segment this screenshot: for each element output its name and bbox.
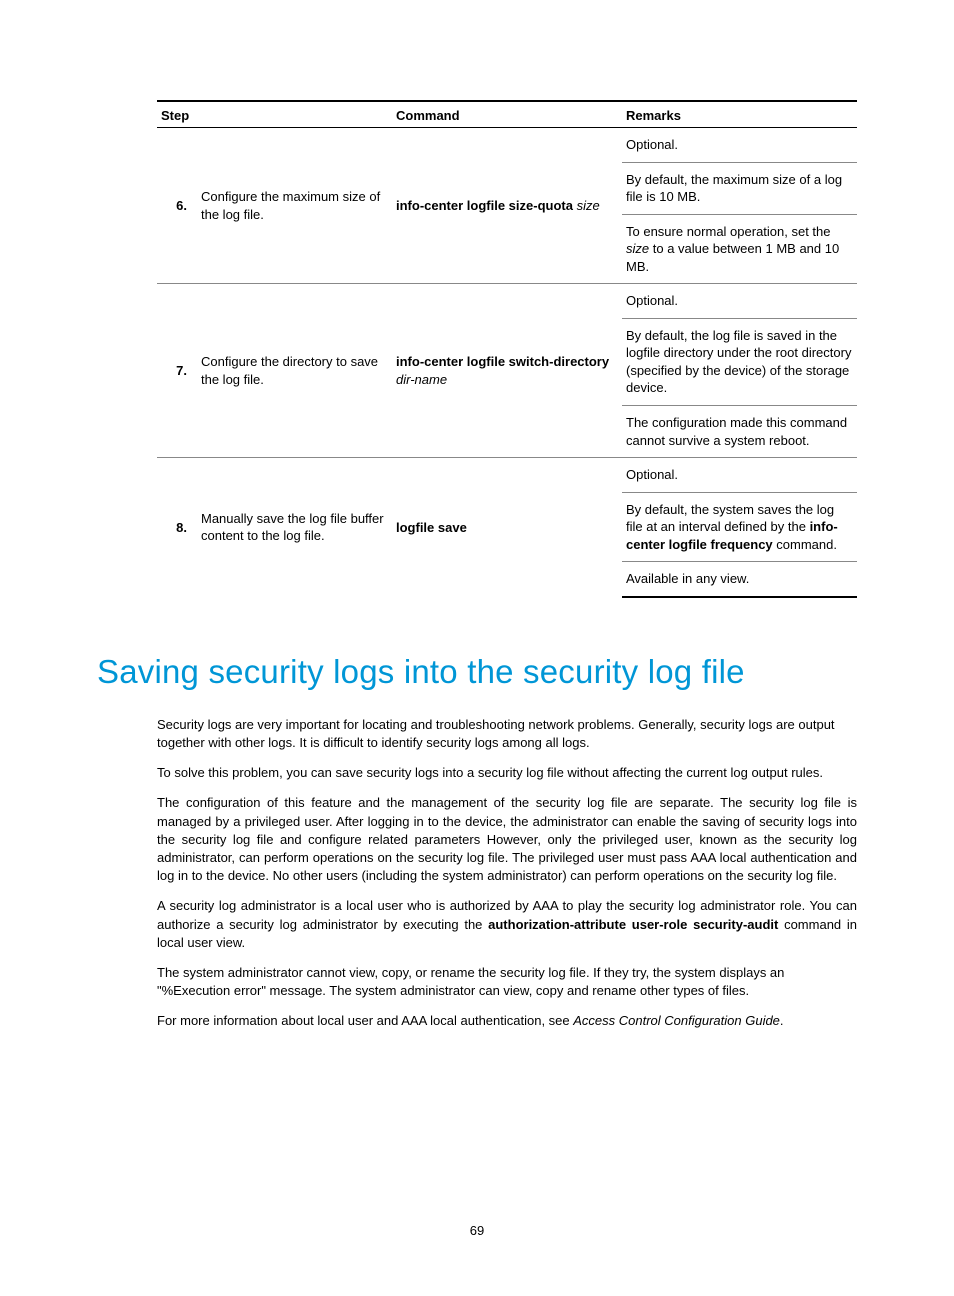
- step-desc: Manually save the log file buffer conten…: [197, 458, 392, 597]
- body-text: Security logs are very important for loc…: [157, 716, 857, 1031]
- p6-post: .: [780, 1013, 784, 1028]
- table-header-row: Step Command Remarks: [157, 101, 857, 128]
- page-number: 69: [0, 1223, 954, 1238]
- paragraph: Security logs are very important for loc…: [157, 716, 857, 752]
- step-desc: Configure the maximum size of the log fi…: [197, 128, 392, 284]
- step-number: 7.: [157, 284, 197, 458]
- step-number: 8.: [157, 458, 197, 597]
- cmd-bold: info-center logfile switch-directory: [396, 354, 609, 369]
- remark-cell: Available in any view.: [622, 562, 857, 597]
- cmd-bold: logfile save: [396, 520, 467, 535]
- cmd-bold: info-center logfile size-quota: [396, 198, 573, 213]
- remark-cell: Optional.: [622, 128, 857, 163]
- remark-cell: The configuration made this command cann…: [622, 406, 857, 458]
- remark-cell: By default, the log file is saved in the…: [622, 318, 857, 405]
- cmd-ital: size: [577, 198, 600, 213]
- remark-ital: size: [626, 241, 649, 256]
- command-cell: logfile save: [392, 458, 622, 597]
- document-page: Step Command Remarks 6. Configure the ma…: [0, 0, 954, 1296]
- table-row: 6. Configure the maximum size of the log…: [157, 128, 857, 163]
- p6-ital: Access Control Configuration Guide: [573, 1013, 780, 1028]
- remark-cell: By default, the system saves the log fil…: [622, 492, 857, 562]
- remark-post: command.: [773, 537, 837, 552]
- command-cell: info-center logfile switch-directory dir…: [392, 284, 622, 458]
- table-row: 8. Manually save the log file buffer con…: [157, 458, 857, 493]
- col-command: Command: [392, 101, 622, 128]
- paragraph: To solve this problem, you can save secu…: [157, 764, 857, 782]
- section-heading: Saving security logs into the security l…: [97, 653, 857, 691]
- command-table: Step Command Remarks 6. Configure the ma…: [157, 100, 857, 598]
- table-container: Step Command Remarks 6. Configure the ma…: [157, 100, 857, 598]
- col-step: Step: [157, 101, 392, 128]
- remark-cell: By default, the maximum size of a log fi…: [622, 162, 857, 214]
- remark-cell: Optional.: [622, 458, 857, 493]
- remark-pre: By default, the system saves the log fil…: [626, 502, 834, 535]
- p4-bold: authorization-attribute user-role securi…: [488, 917, 778, 932]
- paragraph: For more information about local user an…: [157, 1012, 857, 1030]
- paragraph: The system administrator cannot view, co…: [157, 964, 857, 1000]
- paragraph: A security log administrator is a local …: [157, 897, 857, 952]
- remark-cell: Optional.: [622, 284, 857, 319]
- step-desc: Configure the directory to save the log …: [197, 284, 392, 458]
- step-number: 6.: [157, 128, 197, 284]
- col-remarks: Remarks: [622, 101, 857, 128]
- cmd-ital: dir-name: [396, 372, 447, 387]
- remark-pre: To ensure normal operation, set the: [626, 224, 831, 239]
- command-cell: info-center logfile size-quota size: [392, 128, 622, 284]
- table-row: 7. Configure the directory to save the l…: [157, 284, 857, 319]
- p6-pre: For more information about local user an…: [157, 1013, 573, 1028]
- remark-post: to a value between 1 MB and 10 MB.: [626, 241, 839, 274]
- remark-cell: To ensure normal operation, set the size…: [622, 214, 857, 284]
- paragraph: The configuration of this feature and th…: [157, 794, 857, 885]
